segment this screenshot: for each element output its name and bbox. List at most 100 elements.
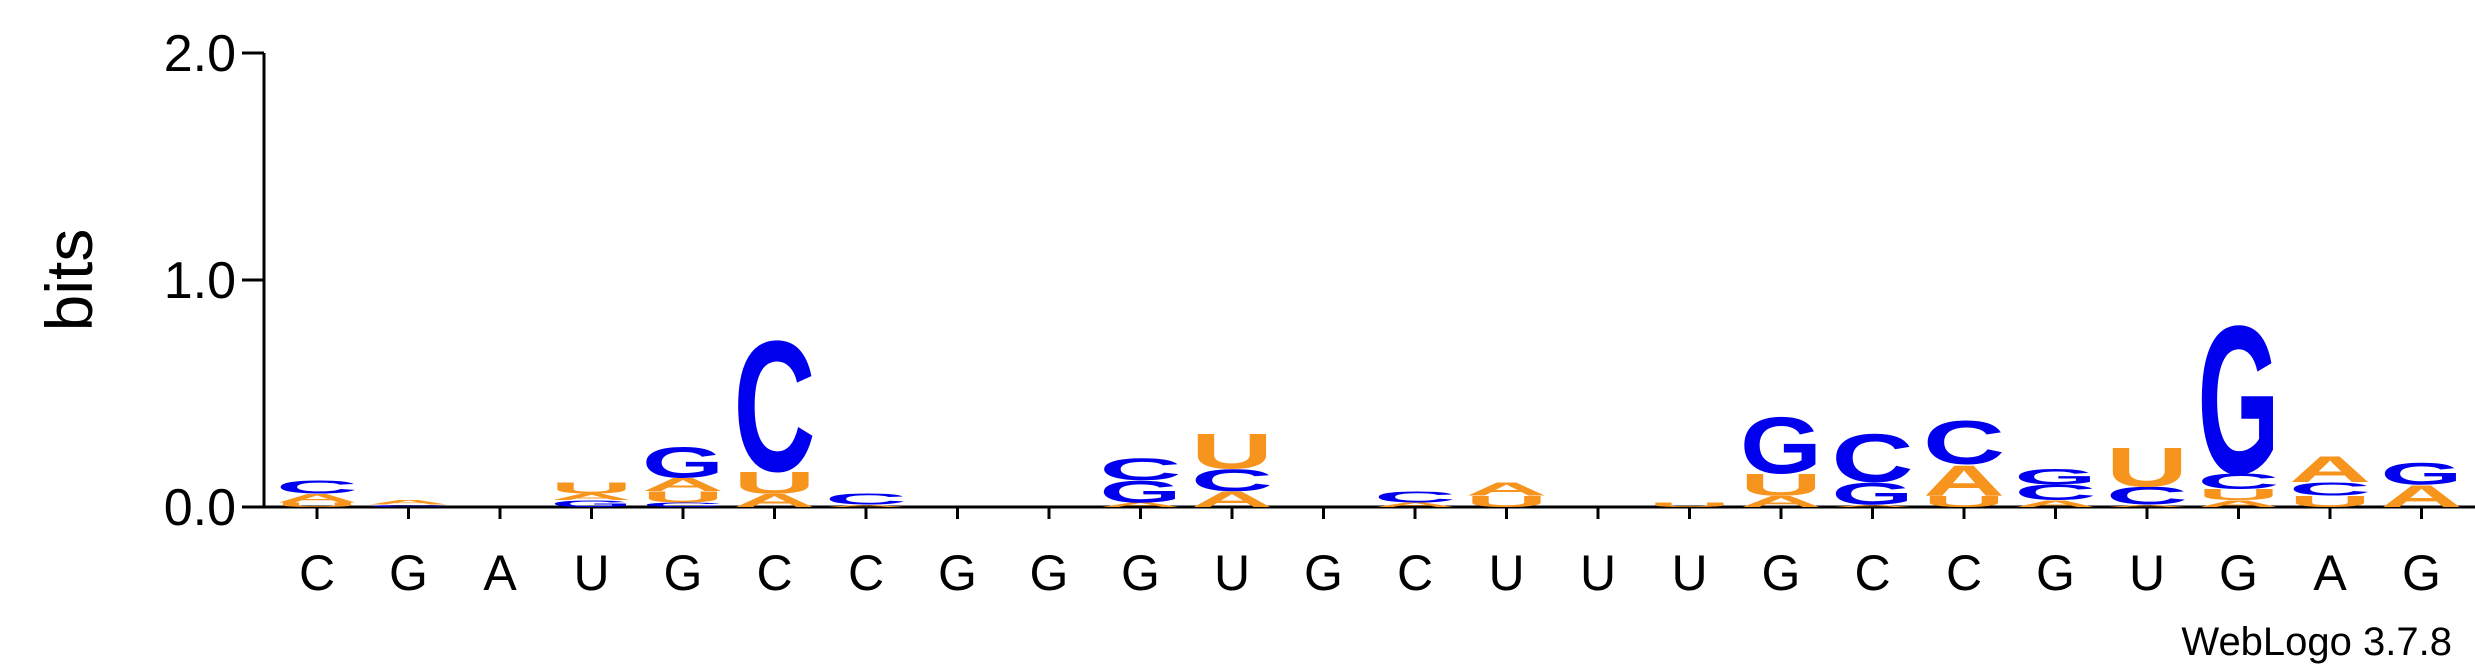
logo-letter: G [551,499,633,509]
logo-letter-group: G [1832,477,1914,512]
logo-letter: C [1374,489,1456,506]
logo-letter-group: G [1740,401,1822,491]
logo-letter-group: C [825,491,907,508]
logo-letter: A [2015,499,2097,509]
logo-letter-group: U [2106,437,2188,499]
x-tick-label: U [2129,545,2165,601]
logo-letter: C [642,501,724,508]
logo-letter: U [1191,424,1273,479]
logo-letter-group: A [2015,499,2097,509]
logo-letter-group: A [1832,504,1914,507]
x-tick-label: U [1671,545,1707,601]
y-axis-label: bits [32,229,106,332]
logo-letter: G [2381,456,2463,491]
logo-letter: U [642,489,724,506]
logo-letter-group: G [2198,282,2280,519]
logo-letter: U [1923,493,2005,510]
logo-letter-group: C [2015,481,2097,505]
logo-letter-group: U [1923,493,2005,510]
logo-letter-group: G [2015,465,2097,489]
logo-letter-group: U [1649,501,1731,508]
logo-letter-group: C [642,501,724,508]
logo-letter: A [2106,504,2188,507]
logo-letter-group: G [2381,456,2463,491]
x-tick-label: G [2402,545,2441,601]
logo-letter: C [1923,408,2005,477]
logo-letter: A [368,499,450,506]
logo-letter-group: A [368,499,450,506]
logo-letter: U [2198,486,2280,503]
x-tick-label: G [1762,545,1801,601]
logo-letter: G [642,439,724,488]
logo-letter: A [1100,501,1182,508]
logo-letter: C [1832,421,1914,498]
y-tick-label: 0.0 [164,479,236,537]
logo-letter-group: G [642,439,724,488]
logo-letter-group: U [1191,424,1273,479]
logo-letter: A [2381,479,2463,514]
x-tick-label: G [1121,545,1160,601]
x-tick-label: U [573,545,609,601]
y-tick-label: 1.0 [164,252,236,310]
logo-letter: C [1191,463,1273,498]
logo-letter-group: C [1923,408,2005,477]
logo-letter: C [2106,483,2188,511]
logo-letter-group: A [276,491,358,505]
logo-letter: A [1191,487,1273,511]
footer: WebLogo 3.7.8 [2181,620,2452,664]
y-tick-label: 2.0 [164,25,236,83]
x-tick-label: G [389,545,428,601]
logo-letter: A [2289,448,2371,490]
logo-letter-group: C [734,301,816,510]
logo-letter: U [734,465,816,500]
logo-letter: C [2289,479,2371,500]
logo-letter-group: A [2381,479,2463,514]
x-tick-label: C [1854,545,1890,601]
x-tick-label: C [1397,545,1433,601]
logo-letter-group: A [551,492,633,502]
logo-letter-group: U [1740,468,1822,503]
x-tick-label: G [938,545,977,601]
logo-letter-group: A [2198,499,2280,509]
logo-letter: A [276,491,358,505]
logo-letter-group: C [1374,489,1456,506]
logo-letter: A [1374,501,1456,508]
logo-letter-group: U [2289,493,2371,510]
logo-letter-group: A [1740,493,1822,510]
logo-letter: A [642,475,724,496]
logo-letter-group: U [551,479,633,496]
x-tick-label: G [1030,545,1069,601]
logo-letter-group: A [2106,504,2188,507]
logo-letter-group: A [1191,487,1273,511]
logo-letter-group: U [276,501,358,508]
logo-letter-group: G [1100,474,1182,509]
logo-letter-group: C [1100,452,1182,487]
logo-letter: C [825,491,907,508]
logo-letter-group: A [1923,457,2005,506]
logo-letter: C [2015,481,2097,505]
logo-letter: G [1100,474,1182,509]
logo-letter-group: A [1374,501,1456,508]
x-tick-label: C [756,545,792,601]
x-tick-label: G [2219,545,2258,601]
logo-letter: U [2289,493,2371,510]
logo-letter: G [2015,465,2097,489]
logo-letter: G [1832,477,1914,512]
x-tick-label: U [1488,545,1524,601]
x-tick-label: A [483,545,517,601]
logo-letter: U [276,501,358,508]
logo-letter-group: U [734,465,816,500]
logo-letter-group: A [1100,501,1182,508]
x-tick-label: G [664,545,703,601]
logo-letter: C [1100,452,1182,487]
logo-letter-group: G [551,499,633,509]
logo-letter: U [2106,437,2188,499]
logo-letter-group: C [2289,479,2371,500]
logo-letter-group: U [2198,486,2280,503]
logo-letter-group: A [642,475,724,496]
logo-letter: C [276,477,358,498]
logo-letter-group: C [2106,483,2188,511]
x-tick-label: C [299,545,335,601]
